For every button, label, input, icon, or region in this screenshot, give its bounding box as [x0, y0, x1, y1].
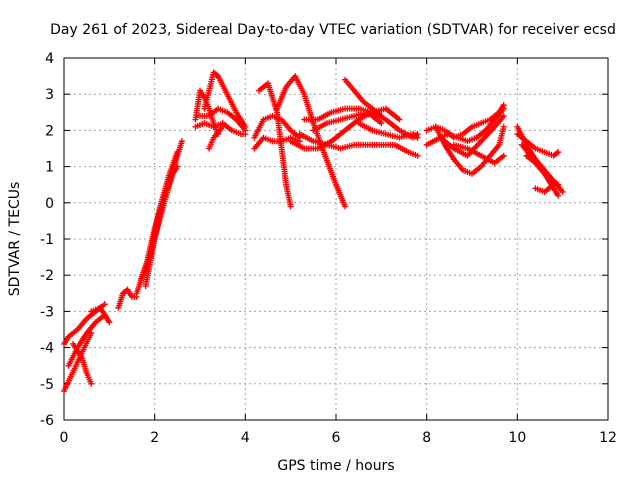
y-tick-labels: -6 -5 -4 -3 -2 -1 0 1 2 3 4: [40, 51, 54, 429]
data-point: [414, 134, 421, 141]
y-tick-label: -4: [40, 341, 54, 357]
data-point: [178, 138, 185, 145]
data-points: [61, 69, 566, 395]
data-point: [414, 152, 421, 159]
data-point: [242, 127, 249, 134]
data-point: [106, 319, 113, 326]
data-point: [296, 138, 303, 145]
y-tick-label: 0: [45, 196, 54, 212]
y-tick-label: 1: [45, 160, 54, 176]
y-tick-label: 3: [45, 87, 54, 103]
y-tick-label: -3: [40, 304, 54, 320]
data-point: [500, 105, 507, 112]
axis-ticks: [63, 57, 609, 421]
data-point: [174, 149, 181, 156]
chart-title: Day 261 of 2023, Sidereal Day-to-day VTE…: [50, 22, 616, 38]
data-point: [378, 112, 385, 119]
y-tick-label: 2: [45, 123, 54, 139]
y-tick-label: -2: [40, 268, 54, 284]
x-tick-label: 8: [422, 430, 431, 446]
y-tick-label: -5: [40, 377, 54, 393]
data-point: [219, 123, 226, 130]
data-point: [174, 163, 181, 170]
data-point: [559, 188, 566, 195]
x-tick-label: 2: [150, 430, 159, 446]
data-point: [500, 112, 507, 119]
data-point: [555, 149, 562, 156]
data-point: [287, 203, 294, 210]
x-tick-label: 10: [508, 430, 526, 446]
data-point: [500, 123, 507, 130]
y-axis-label: SDTVAR / TECUs: [7, 182, 23, 297]
y-tick-label: -6: [40, 413, 54, 429]
data-point: [396, 116, 403, 123]
data-point: [101, 301, 108, 308]
data-point: [500, 152, 507, 159]
x-tick-label: 0: [60, 430, 69, 446]
data-point: [378, 120, 385, 127]
x-tick-label: 4: [241, 430, 250, 446]
y-tick-label: 4: [45, 51, 54, 67]
x-tick-label: 6: [332, 430, 341, 446]
x-tick-labels: 0 2 4 6 8 10 12: [60, 430, 617, 446]
x-tick-label: 12: [599, 430, 617, 446]
data-point: [342, 203, 349, 210]
data-point: [88, 380, 95, 387]
x-axis-label: GPS time / hours: [277, 458, 394, 474]
data-point: [555, 192, 562, 199]
y-tick-label: -1: [40, 232, 54, 248]
